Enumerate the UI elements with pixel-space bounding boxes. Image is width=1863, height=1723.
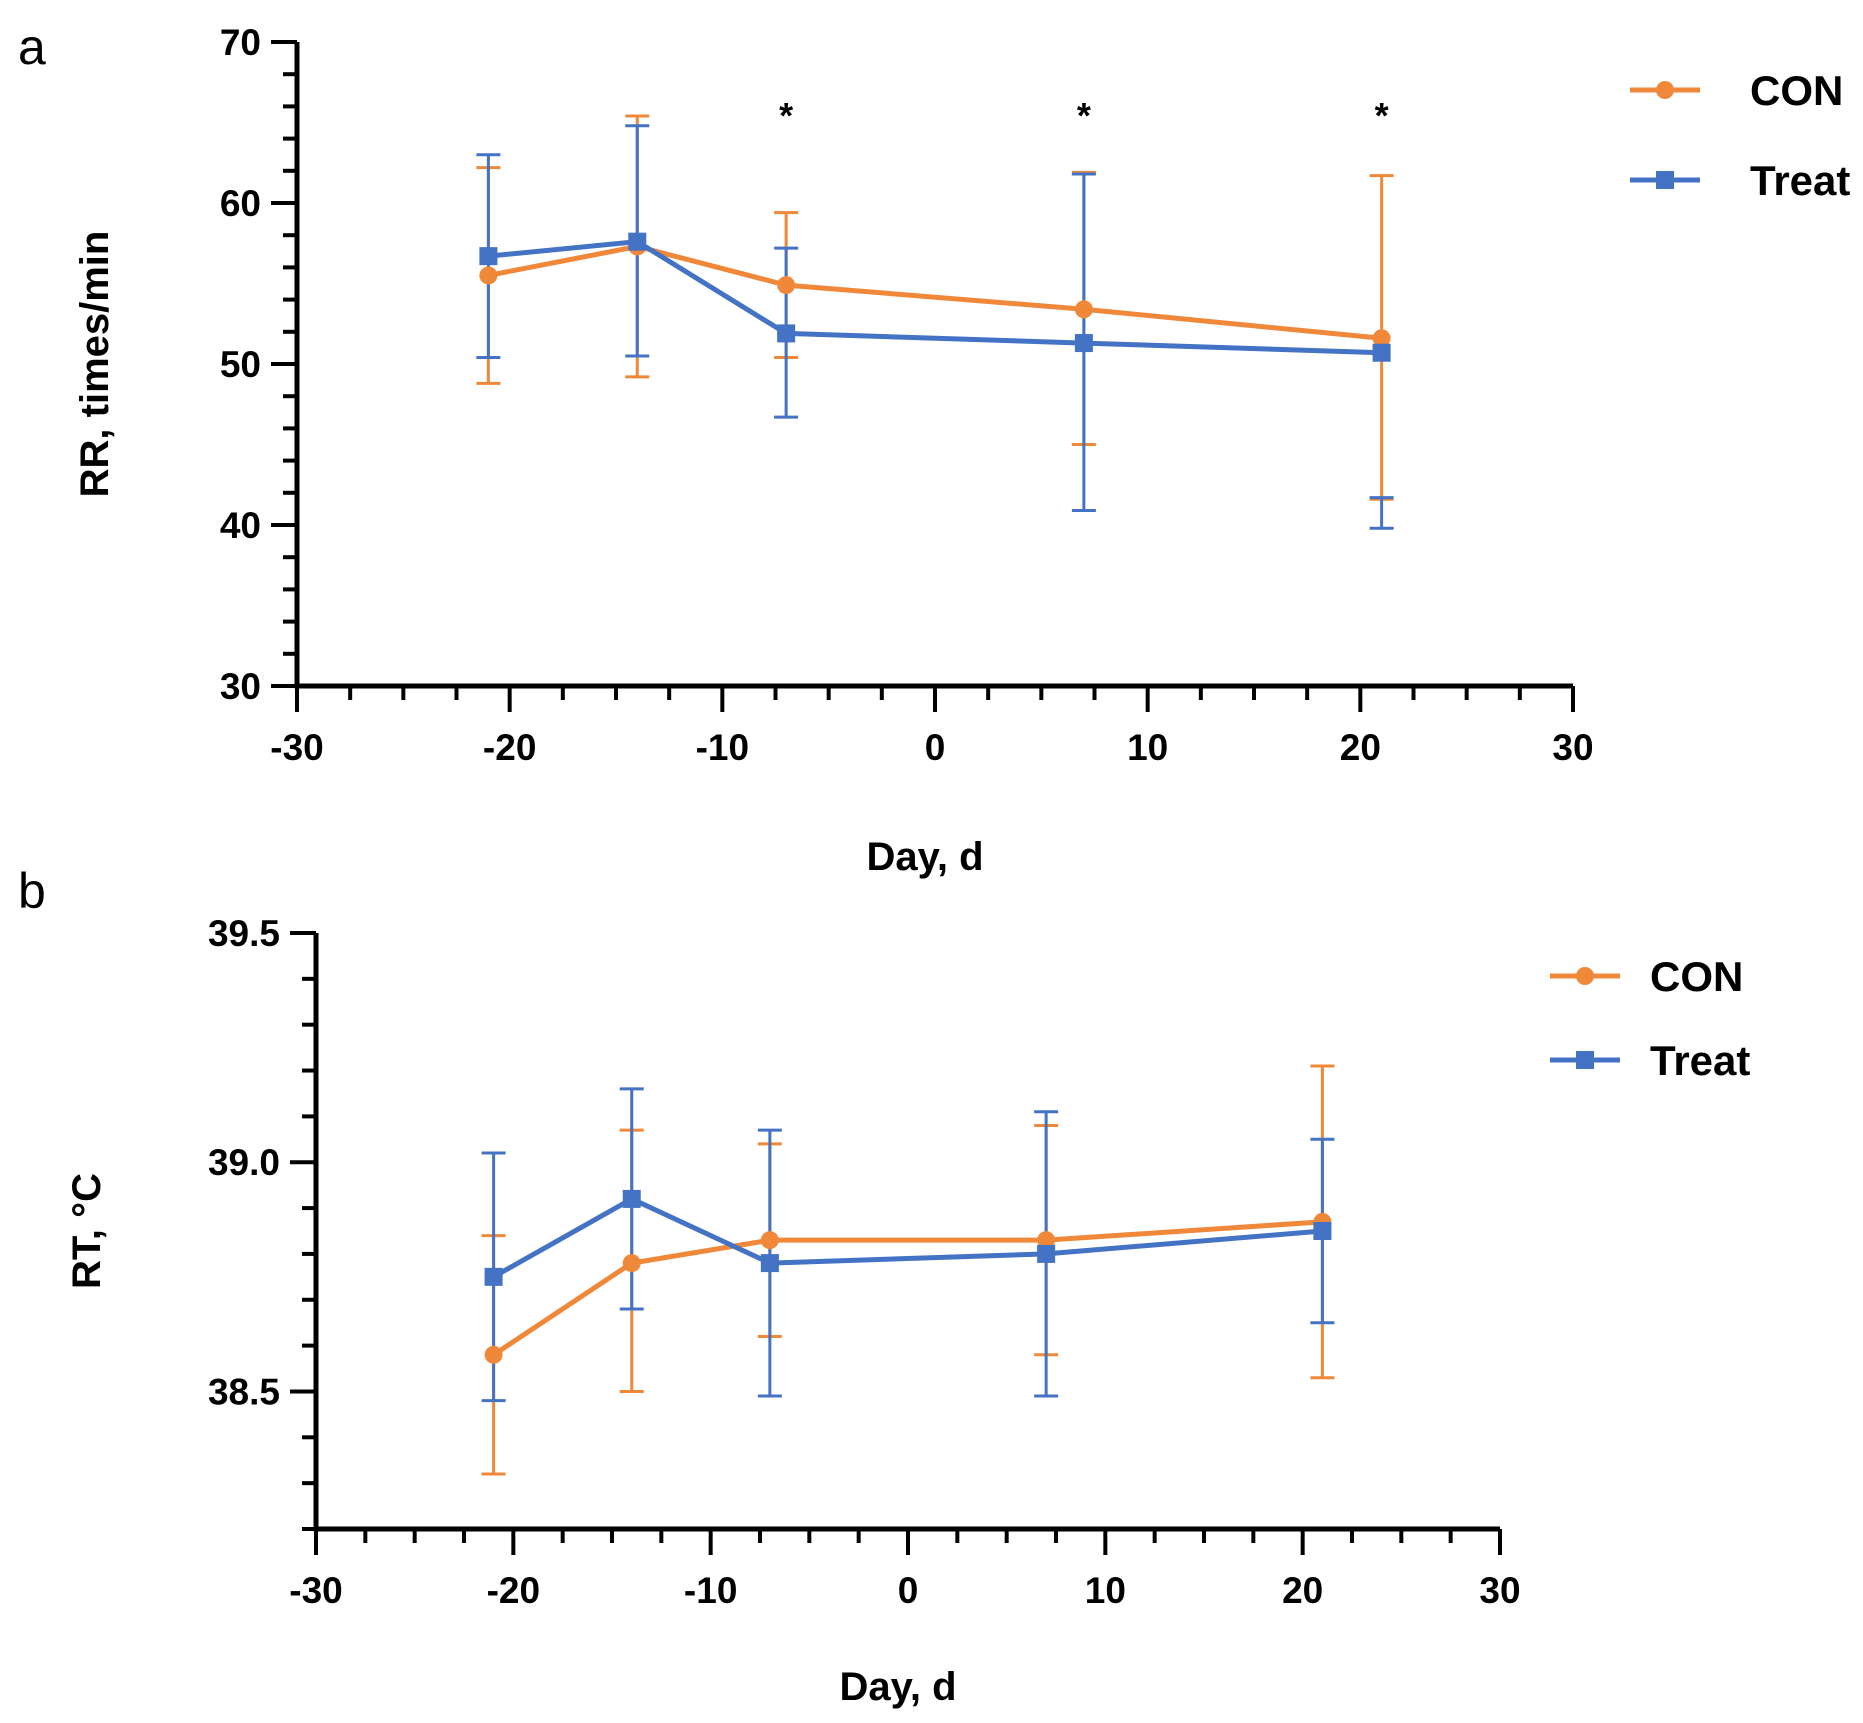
legend-marker-con bbox=[1656, 81, 1674, 99]
x-tick-label: -30 bbox=[270, 727, 323, 768]
y-tick-label: 60 bbox=[220, 183, 261, 224]
legend: CON Treat bbox=[1550, 953, 1750, 1084]
x-tick-label: -10 bbox=[696, 727, 749, 768]
series-con bbox=[476, 114, 1394, 501]
chart-panel-a: -30 -20 -10 0 10 20 30 30 40 50 60 70 Day, d RR, time… bbox=[73, 22, 1850, 879]
x-tick-label: 30 bbox=[1479, 1570, 1520, 1611]
data-point-treat bbox=[1074, 334, 1093, 353]
x-tick-label: 10 bbox=[1085, 1570, 1126, 1611]
y-tick-label: 39.0 bbox=[208, 1142, 280, 1183]
significance-star: * bbox=[1375, 95, 1389, 136]
y-tick-label: 38.5 bbox=[208, 1371, 280, 1412]
x-tick-label: -10 bbox=[684, 1570, 737, 1611]
data-point-treat bbox=[760, 1254, 779, 1273]
data-point-con bbox=[1037, 1231, 1056, 1250]
x-tick-label: 30 bbox=[1552, 727, 1593, 768]
x-tick-label: 20 bbox=[1282, 1570, 1323, 1611]
legend-marker-treat bbox=[1656, 171, 1674, 189]
data-point-con bbox=[777, 276, 796, 295]
y-tick-label: 70 bbox=[220, 22, 261, 63]
data-point-con bbox=[484, 1345, 503, 1364]
x-tick-label: -20 bbox=[483, 727, 536, 768]
significance-star: * bbox=[779, 95, 793, 136]
data-point-con bbox=[1074, 300, 1093, 319]
y-tick-label: 39.5 bbox=[208, 913, 280, 954]
data-point-con bbox=[1372, 329, 1391, 348]
data-point-treat bbox=[1313, 1222, 1332, 1240]
x-axis-title: Day, d bbox=[839, 1665, 956, 1709]
x-axis-title: Day, d bbox=[866, 835, 983, 879]
panel-letter-b: b bbox=[18, 863, 46, 919]
legend-marker-con bbox=[1576, 967, 1594, 985]
x-tick-label: 0 bbox=[925, 727, 946, 768]
chart-panel-b: -30 -20 -10 0 10 20 30 38.5 39.0 39.5 Day, d RT, °C… bbox=[65, 913, 1750, 1709]
legend-label-con: CON bbox=[1650, 953, 1743, 1000]
data-point-treat bbox=[484, 1267, 503, 1286]
data-point-treat bbox=[628, 232, 647, 251]
legend-label-treat: Treat bbox=[1750, 157, 1850, 204]
x-tick-label: 10 bbox=[1127, 727, 1168, 768]
legend: CON Treat bbox=[1630, 67, 1850, 204]
significance-star: * bbox=[1077, 95, 1091, 136]
data-point-treat bbox=[777, 324, 796, 343]
data-point-treat bbox=[1372, 343, 1391, 362]
y-tick-label: 50 bbox=[220, 344, 261, 385]
series-line-con bbox=[487, 243, 1382, 341]
y-tick-label: 30 bbox=[220, 666, 261, 707]
x-tick-label: 20 bbox=[1340, 727, 1381, 768]
y-tick-label: 40 bbox=[220, 505, 261, 546]
legend-marker-treat bbox=[1576, 1051, 1594, 1069]
x-tick-label: -20 bbox=[487, 1570, 540, 1611]
data-point-treat bbox=[479, 247, 498, 266]
legend-label-treat: Treat bbox=[1650, 1037, 1750, 1084]
legend-label-con: CON bbox=[1750, 67, 1843, 114]
data-point-con bbox=[622, 1254, 641, 1273]
y-axis-title: RR, times/min bbox=[73, 231, 117, 498]
x-tick-label: -30 bbox=[289, 1570, 342, 1611]
data-point-treat bbox=[622, 1189, 641, 1208]
data-point-con bbox=[479, 266, 498, 285]
series-treat bbox=[481, 1087, 1335, 1403]
panel-letter-a: a bbox=[18, 19, 46, 75]
series-con bbox=[481, 1064, 1335, 1476]
data-point-con bbox=[760, 1231, 779, 1250]
x-tick-label: 0 bbox=[898, 1570, 919, 1611]
y-axis-title: RT, °C bbox=[65, 1173, 109, 1289]
data-point-treat bbox=[1037, 1244, 1056, 1263]
